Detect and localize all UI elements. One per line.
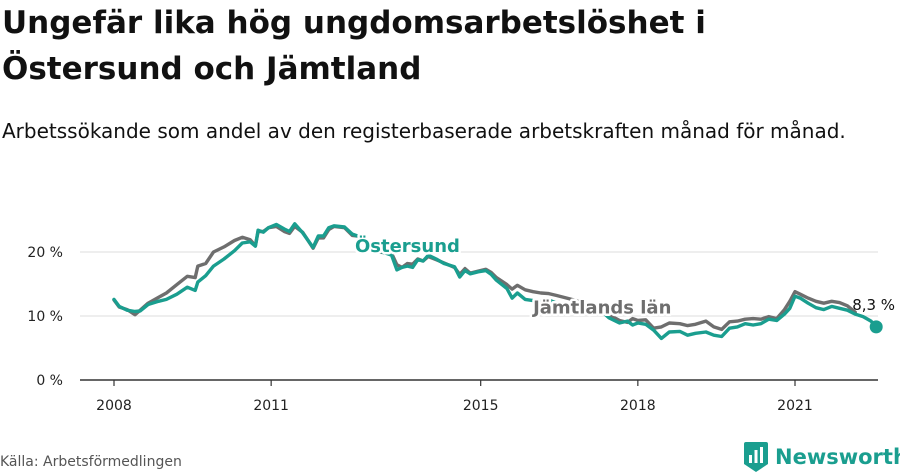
y-tick-label-10: 10 % xyxy=(27,309,63,325)
series-line-ostersund xyxy=(112,222,878,341)
title-line-2: Östersund och Jämtland xyxy=(2,51,422,87)
brand-name: Newsworthy xyxy=(775,445,900,469)
x-tick-label-2021: 2021 xyxy=(777,398,813,414)
source-note: Källa: Arbetsförmedlingen xyxy=(0,454,182,470)
chart-title: Ungefär lika hög ungdomsarbetslöshet i Ö… xyxy=(2,0,882,92)
y-tick-label-20: 20 % xyxy=(27,245,63,261)
series-label-ostersund: Östersund xyxy=(355,235,460,257)
x-tick-label-2008: 2008 xyxy=(96,398,132,414)
end-point-ostersund xyxy=(869,320,883,334)
title-line-1: Ungefär lika hög ungdomsarbetslöshet i xyxy=(2,5,706,41)
x-tick-label-2018: 2018 xyxy=(620,398,656,414)
x-tick-label-2015: 2015 xyxy=(463,398,499,414)
newsworthy-logo: Newsworthy xyxy=(744,442,900,472)
newsworthy-logo-icon xyxy=(744,442,768,472)
y-tick-label-0: 0 % xyxy=(36,373,63,389)
chart-subtitle: Arbetssökande som andel av den registerb… xyxy=(2,119,846,143)
end-value-label: 8,3 % xyxy=(852,296,895,314)
series-label-jamtlands-lan: Jämtlands län xyxy=(531,297,671,318)
x-tick-label-2011: 2011 xyxy=(253,398,289,414)
series-line-jamtlands-lan xyxy=(112,224,857,332)
